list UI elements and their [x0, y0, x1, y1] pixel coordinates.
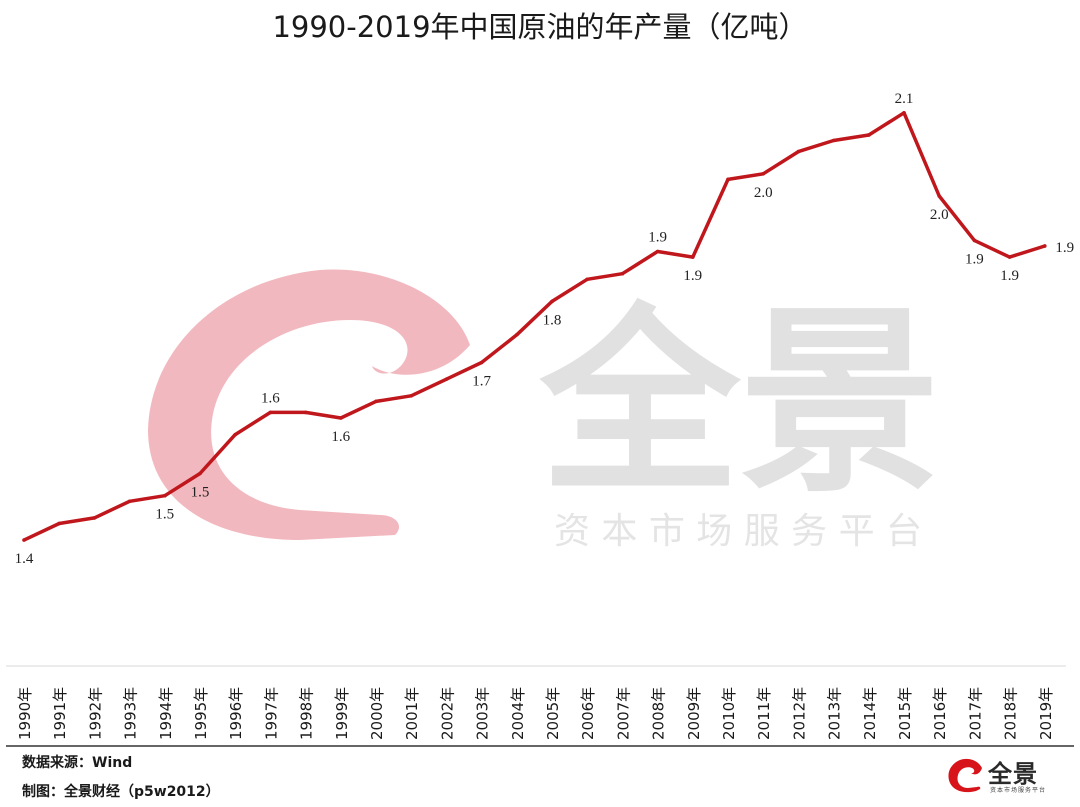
data-point — [233, 432, 237, 437]
x-tick-label: 2015年 — [896, 687, 914, 740]
data-point — [691, 255, 695, 259]
data-point — [1043, 244, 1047, 248]
data-point — [479, 360, 484, 365]
plot-area: 1.4 1.5 1.5 1.6 1.6 1.7 1.8 1.9 1.9 2.0 2.1 2.0 1.9 1… — [15, 91, 1075, 567]
data-point — [867, 133, 871, 137]
watermark-swirl-icon — [148, 269, 470, 540]
data-point — [585, 277, 589, 282]
data-label: 1.5 — [191, 485, 210, 501]
data-point — [163, 493, 167, 498]
data-point — [127, 499, 132, 504]
x-tick-label: 2006年 — [579, 687, 597, 740]
watermark-subtitle: 资 本 市 场 服 务 平 台 — [554, 511, 922, 552]
brand-logo: 全景 资本市场服务平台 — [944, 754, 1059, 798]
data-label: 1.9 — [683, 268, 702, 284]
x-tick-label: 2014年 — [861, 687, 879, 740]
brand-swirl-icon — [948, 758, 982, 793]
x-tick-label: 2017年 — [966, 687, 984, 740]
data-point — [303, 410, 308, 415]
x-tick-label: 2019年 — [1037, 687, 1055, 740]
data-point — [339, 416, 343, 420]
data-label: 1.6 — [261, 390, 280, 406]
x-tick-label: 1992年 — [86, 687, 104, 740]
data-point — [620, 271, 625, 276]
x-tick-label: 2010年 — [720, 687, 738, 740]
data-point — [409, 394, 414, 398]
x-tick-label: 2005年 — [544, 687, 562, 740]
x-tick-label: 1996年 — [227, 687, 245, 740]
data-point — [902, 110, 906, 115]
x-tick-label: 2011年 — [755, 687, 773, 740]
data-point — [937, 194, 941, 198]
x-tick-label: 1991年 — [51, 687, 69, 740]
data-point — [374, 399, 378, 404]
data-label: 1.8 — [543, 312, 562, 328]
x-tick-label: 1994年 — [157, 687, 175, 740]
data-point — [726, 177, 730, 182]
data-point — [444, 377, 449, 381]
data-point — [515, 332, 519, 337]
data-point — [550, 299, 554, 304]
x-tick-label: 1990年 — [16, 687, 34, 740]
brand-subtitle: 资本市场服务平台 — [990, 787, 1047, 794]
data-label: 1.9 — [648, 230, 667, 246]
x-tick-label: 2004年 — [509, 687, 527, 740]
x-axis: 1990年 1991年 1992年 1993年 1994年 1995年 1996年 1997年… — [16, 687, 1055, 740]
x-tick-label: 2002年 — [438, 687, 456, 740]
x-tick-label: 2013年 — [826, 687, 844, 740]
data-point — [655, 249, 660, 254]
data-point — [22, 538, 26, 542]
x-tick-label: 2003年 — [474, 687, 492, 740]
watermark-name: 全景 — [539, 287, 940, 520]
x-tick-label: 1995年 — [192, 687, 210, 740]
data-label: 1.9 — [965, 251, 984, 267]
x-tick-label: 1993年 — [122, 687, 140, 740]
data-point — [268, 410, 273, 415]
x-tick-label: 1999年 — [333, 687, 351, 740]
series-line — [23, 111, 1046, 542]
x-tick-label: 2016年 — [931, 687, 949, 740]
data-label: 1.4 — [15, 551, 34, 567]
credit-note: 制图：全景财经（p5w2012） — [22, 784, 220, 800]
watermark-logo: 全景 资 本 市 场 服 务 平 台 — [148, 269, 940, 552]
data-label: 2.0 — [930, 207, 949, 223]
data-label: 1.7 — [472, 374, 491, 390]
data-label: 1.9 — [1000, 268, 1019, 284]
x-tick-label: 2018年 — [1002, 687, 1020, 740]
data-label: 2.0 — [754, 185, 773, 201]
chart-title: 1990-2019年中国原油的年产量（亿吨） — [272, 10, 808, 44]
data-point — [1007, 255, 1012, 259]
x-tick-label: 2008年 — [650, 687, 668, 740]
data-label: 1.6 — [331, 429, 350, 445]
x-tick-label: 2000年 — [368, 687, 386, 740]
data-point — [57, 521, 61, 526]
data-point — [972, 238, 977, 243]
data-point — [761, 172, 765, 176]
data-point — [92, 516, 97, 520]
x-tick-label: 2012年 — [790, 687, 808, 740]
data-label: 1.5 — [155, 507, 174, 523]
x-tick-label: 2009年 — [685, 687, 703, 740]
data-point — [796, 149, 801, 154]
brand-name: 全景 — [988, 760, 1038, 788]
x-tick-label: 1998年 — [298, 687, 316, 740]
x-tick-label: 1997年 — [262, 687, 280, 740]
x-tick-label: 2007年 — [614, 687, 632, 740]
source-note: 数据来源：Wind — [22, 755, 133, 771]
x-tick-label: 2001年 — [403, 687, 421, 740]
data-point — [198, 471, 202, 476]
data-label: 2.1 — [895, 91, 914, 107]
data-label: 1.9 — [1055, 240, 1074, 256]
data-point — [831, 138, 836, 143]
